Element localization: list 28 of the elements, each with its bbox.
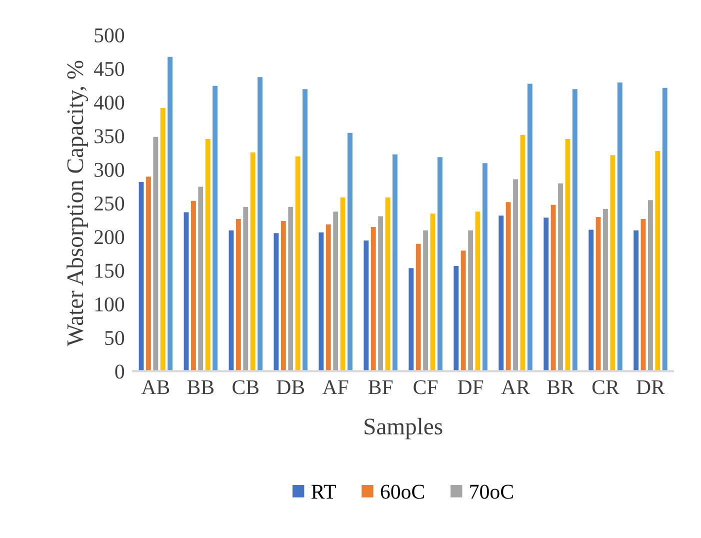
legend-label: 60oC xyxy=(380,484,424,499)
y-tick-label: 200 xyxy=(94,230,124,244)
x-tick-label: CR xyxy=(592,380,620,394)
y-tick-label: 0 xyxy=(115,364,124,379)
x-tick-label: AF xyxy=(322,380,348,394)
x-axis-title: Samples xyxy=(364,418,442,440)
x-tick-label: DB xyxy=(276,380,304,394)
legend-label: RT xyxy=(311,484,336,499)
x-tick-label: BB xyxy=(187,380,214,394)
x-tick-label: CF xyxy=(414,380,438,394)
x-tick-label: BR xyxy=(547,380,574,394)
y-tick-label: 450 xyxy=(94,62,124,76)
x-tick-label: AR xyxy=(501,380,530,394)
y-tick-label: 100 xyxy=(95,297,124,312)
x-tick-label: BF xyxy=(368,380,393,394)
y-tick-label: 350 xyxy=(94,129,124,144)
y-tick-label: 300 xyxy=(94,162,124,177)
legend-label: 70oC xyxy=(470,484,513,499)
x-tick-label: AB xyxy=(141,380,170,394)
x-tick-label: DR xyxy=(636,380,665,394)
y-tick-label: 250 xyxy=(94,196,124,211)
y-tick-label: 400 xyxy=(94,96,124,110)
y-axis-title: Water Absorption Capacity, % xyxy=(66,60,88,346)
x-tick-label: CB xyxy=(232,380,259,394)
y-tick-label: 150 xyxy=(95,264,124,278)
x-tick-label: DF xyxy=(458,380,484,394)
y-tick-label: 50 xyxy=(105,330,124,346)
y-tick-label: 500 xyxy=(94,28,124,42)
